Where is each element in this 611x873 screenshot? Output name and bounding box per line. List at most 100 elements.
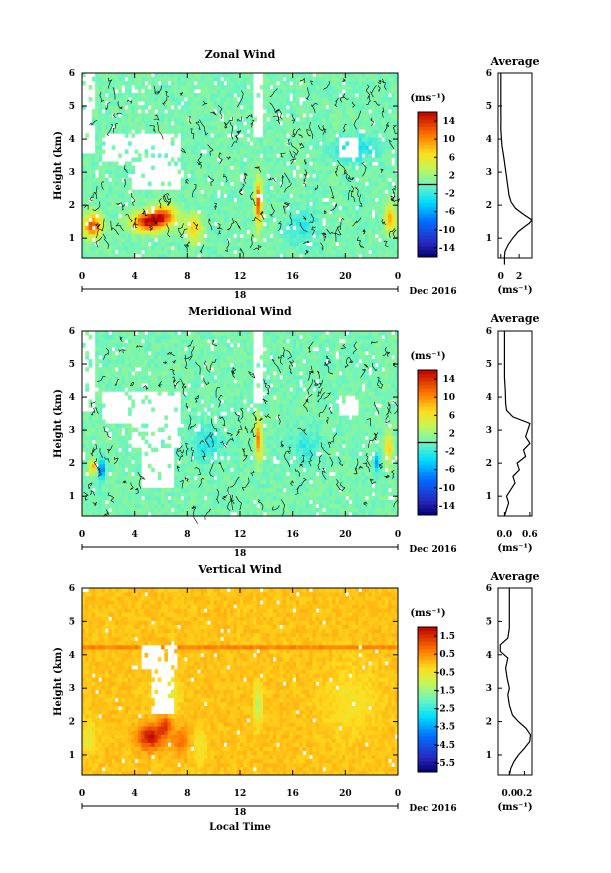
- heatmap-cell: [374, 185, 379, 191]
- contour-line: [197, 153, 202, 164]
- heatmap-cell: [157, 117, 162, 122]
- heatmap-cell: [312, 181, 317, 187]
- contour-line: [164, 90, 170, 98]
- heatmap-cell: [85, 427, 89, 432]
- heatmap-cell: [292, 189, 297, 195]
- heatmap-cell: [101, 435, 106, 440]
- contour-line: [306, 129, 311, 137]
- average-y-tick-label: 1: [486, 234, 492, 244]
- heatmap-cell: [154, 249, 159, 255]
- heatmap-cell: [292, 89, 297, 94]
- heatmap-cell: [351, 229, 356, 235]
- heatmap-cell: [147, 335, 152, 340]
- heatmap-cell: [134, 109, 139, 114]
- heatmap-cell: [170, 503, 175, 509]
- heatmap-cell: [374, 121, 379, 126]
- heatmap-cell: [328, 157, 333, 162]
- contour-line: [340, 96, 344, 103]
- heatmap-cell: [315, 209, 320, 215]
- heatmap-cell: [91, 193, 96, 199]
- heatmap-cell: [88, 511, 93, 517]
- heatmap-cell: [105, 459, 109, 465]
- heatmap-cell: [193, 97, 198, 102]
- contour-line: [96, 223, 100, 239]
- heatmap-cell: [246, 145, 251, 150]
- heatmap-cell: [358, 177, 363, 182]
- heatmap-cell: [263, 225, 267, 231]
- heatmap-cell: [368, 237, 373, 243]
- heatmap-cell: [309, 97, 313, 102]
- contour-line: [321, 232, 327, 239]
- heatmap-cell: [101, 141, 106, 146]
- heatmap-cell: [141, 331, 145, 336]
- heatmap-cell: [187, 225, 192, 231]
- heatmap-cell: [121, 117, 126, 122]
- heatmap-cell: [302, 221, 307, 227]
- colorbar-swatch: [418, 166, 437, 171]
- heatmap-cell: [312, 169, 317, 174]
- heatmap-cell: [292, 205, 297, 211]
- heatmap-cell: [111, 145, 116, 150]
- heatmap-cell: [236, 145, 241, 150]
- heatmap-cell: [82, 193, 86, 199]
- heatmap-cell: [161, 487, 165, 493]
- heatmap-cell: [141, 117, 145, 122]
- heatmap-cell: [216, 93, 221, 98]
- heatmap-cell: [137, 221, 142, 227]
- heatmap-cell: [108, 125, 113, 130]
- heatmap-cell: [394, 241, 399, 247]
- heatmap-cell: [105, 475, 109, 481]
- heatmap-cell: [88, 427, 93, 432]
- heatmap-cell: [295, 213, 300, 219]
- heatmap-cell: [361, 113, 366, 118]
- heatmap-cell: [128, 471, 132, 477]
- heatmap-cell: [302, 145, 307, 150]
- heatmap-cell: [338, 197, 343, 203]
- heatmap-cell: [124, 125, 129, 130]
- heatmap-cell: [128, 169, 132, 174]
- heatmap-cell: [266, 113, 271, 118]
- heatmap-cell: [187, 149, 192, 154]
- heatmap-cell: [157, 121, 162, 126]
- heatmap-cell: [187, 189, 192, 195]
- heatmap-cell: [124, 439, 129, 445]
- colorbar-tick-label: -2: [445, 190, 455, 200]
- heatmap-cell: [266, 141, 271, 146]
- heatmap-cell: [335, 121, 340, 126]
- heatmap-cell: [216, 73, 221, 78]
- heatmap-cell: [269, 89, 274, 94]
- heatmap-cell: [295, 189, 300, 195]
- heatmap-cell: [355, 201, 359, 207]
- heatmap-cell: [361, 193, 366, 199]
- heatmap-cell: [342, 209, 346, 215]
- heatmap-cell: [348, 217, 353, 223]
- contour-line: [333, 226, 342, 236]
- heatmap-cell: [355, 101, 359, 106]
- heatmap-cell: [292, 217, 297, 223]
- heatmap-cell: [223, 109, 228, 114]
- heatmap-cell: [101, 225, 106, 231]
- heatmap-cell: [174, 73, 178, 78]
- heatmap-cell: [276, 125, 280, 130]
- heatmap-cell: [108, 73, 113, 78]
- heatmap-cell: [200, 225, 205, 231]
- heatmap-cell: [388, 221, 392, 227]
- heatmap-cell: [371, 225, 376, 231]
- heatmap-cell: [111, 217, 116, 223]
- heatmap-cell: [226, 177, 231, 182]
- heatmap-cell: [286, 233, 290, 239]
- heatmap-cell: [236, 233, 241, 239]
- heatmap-cell: [157, 347, 162, 352]
- heatmap-cell: [253, 169, 257, 174]
- heatmap-cell: [180, 217, 185, 223]
- heatmap-cell: [325, 161, 330, 166]
- heatmap-cell: [328, 173, 333, 178]
- heatmap-cell: [114, 423, 119, 428]
- heatmap-cell: [144, 335, 149, 340]
- heatmap-cell: [378, 97, 382, 102]
- heatmap-cell: [286, 101, 290, 106]
- heatmap-cell: [101, 467, 106, 473]
- heatmap-cell: [111, 205, 116, 211]
- heatmap-cell: [282, 137, 287, 142]
- heatmap-cell: [233, 89, 238, 94]
